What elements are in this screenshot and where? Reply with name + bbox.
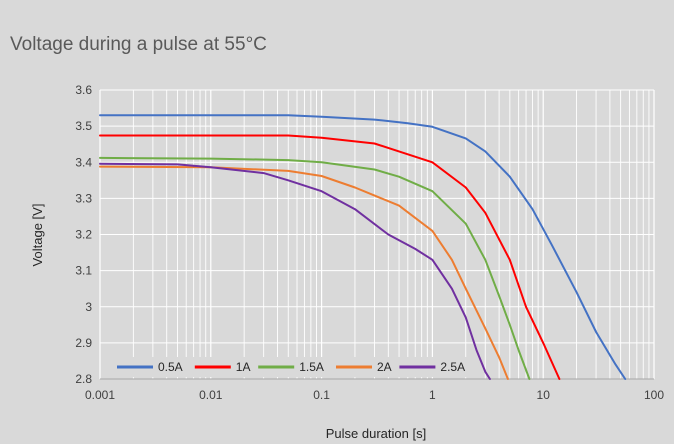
legend-label-1A: 1A bbox=[236, 360, 251, 374]
legend-label-2A: 2A bbox=[377, 360, 392, 374]
y-tick-label: 2.8 bbox=[75, 372, 92, 386]
grid bbox=[99, 89, 655, 380]
legend-label-0.5A: 0.5A bbox=[158, 360, 183, 374]
series-line-0.5A bbox=[99, 114, 627, 380]
series-line-1A bbox=[99, 134, 561, 380]
y-tick-label: 3.6 bbox=[75, 83, 92, 97]
series-line-2.5A bbox=[99, 162, 491, 380]
y-tick-label: 2.9 bbox=[75, 336, 92, 350]
chart-title: Voltage during a pulse at 55°C bbox=[10, 34, 267, 55]
x-tick-label: 0.1 bbox=[313, 388, 330, 402]
x-tick-label: 100 bbox=[644, 388, 664, 402]
legend-label-2.5A: 2.5A bbox=[440, 360, 465, 374]
x-tick-label: 0.001 bbox=[85, 388, 115, 402]
x-axis-label: Pulse duration [s] bbox=[326, 426, 426, 441]
legend-label-1.5A: 1.5A bbox=[299, 360, 324, 374]
series-lines bbox=[99, 114, 627, 380]
series-line-2A bbox=[99, 165, 509, 380]
y-tick-label: 3.5 bbox=[75, 119, 92, 133]
tick-labels: 2.8 2.9 3 3.1 3.2 3.3 3.4 3.5 3.6 0.001 0.01 0.1 1 10… bbox=[75, 83, 664, 402]
series-line-1.5A bbox=[99, 156, 531, 380]
y-axis-label: Voltage [V] bbox=[30, 204, 45, 267]
x-tick-label: 1 bbox=[429, 388, 436, 402]
y-tick-label: 3.3 bbox=[75, 191, 92, 205]
y-tick-label: 3.4 bbox=[75, 155, 92, 169]
x-tick-label: 0.01 bbox=[199, 388, 223, 402]
y-tick-label: 3.1 bbox=[75, 264, 92, 278]
x-tick-label: 10 bbox=[537, 388, 551, 402]
y-tick-label: 3.2 bbox=[75, 228, 92, 242]
y-tick-label: 3 bbox=[85, 300, 92, 314]
legend: 0.5A 1A 1.5A 2A 2.5A bbox=[112, 357, 468, 377]
